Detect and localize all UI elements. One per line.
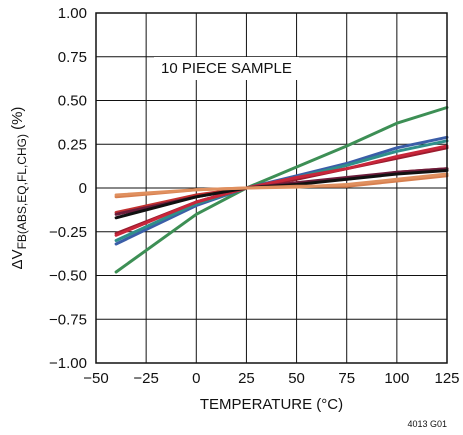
x-tick-label: 100	[384, 370, 409, 387]
y-axis-title-subscript: FB(ABS,EQ,FL,CHG)	[15, 134, 29, 249]
x-tick-label: 0	[192, 370, 200, 387]
y-tick-label: 0.75	[58, 49, 87, 66]
figure-id: 4013 G01	[407, 419, 447, 429]
series-line	[114, 144, 449, 237]
y-tick-label: −0.25	[49, 224, 87, 241]
y-tick-label: 1.00	[58, 5, 87, 22]
series-line	[114, 135, 449, 246]
x-tick-label: −50	[83, 370, 108, 387]
annotation-background	[154, 57, 299, 80]
x-tick-label: −25	[133, 370, 158, 387]
x-tick-label: 50	[288, 370, 305, 387]
x-tick-label: 25	[238, 370, 255, 387]
y-tick-label: −0.50	[49, 268, 87, 285]
x-tick-labels: −50 −25 0 25 50 75 100 125	[83, 370, 459, 387]
y-tick-labels: 1.00 0.75 0.50 0.25 0 −0.25 −0.50 −0.75 −1.00	[49, 5, 87, 372]
y-tick-label: 0.25	[58, 136, 87, 153]
y-axis-title-unit: (%)	[9, 107, 26, 135]
y-tick-label: 0.50	[58, 93, 87, 110]
series-line	[114, 172, 449, 197]
y-axis-title: ΔVFB(ABS,EQ,FL,CHG) (%)	[9, 107, 29, 270]
x-tick-label: 75	[338, 370, 355, 387]
annotation-label: 10 PIECE SAMPLE	[161, 60, 292, 77]
series-line	[114, 106, 449, 274]
plot-frame	[95, 12, 448, 364]
series-line	[114, 169, 449, 220]
x-axis-title: TEMPERATURE (°C)	[200, 396, 343, 413]
y-tick-label: −1.00	[49, 355, 87, 372]
y-tick-label: 0	[79, 180, 87, 197]
series-lines	[114, 106, 449, 274]
y-axis-title-main: ΔV	[9, 249, 26, 269]
y-tick-label: −0.75	[49, 311, 87, 328]
x-tick-label: 125	[434, 370, 459, 387]
